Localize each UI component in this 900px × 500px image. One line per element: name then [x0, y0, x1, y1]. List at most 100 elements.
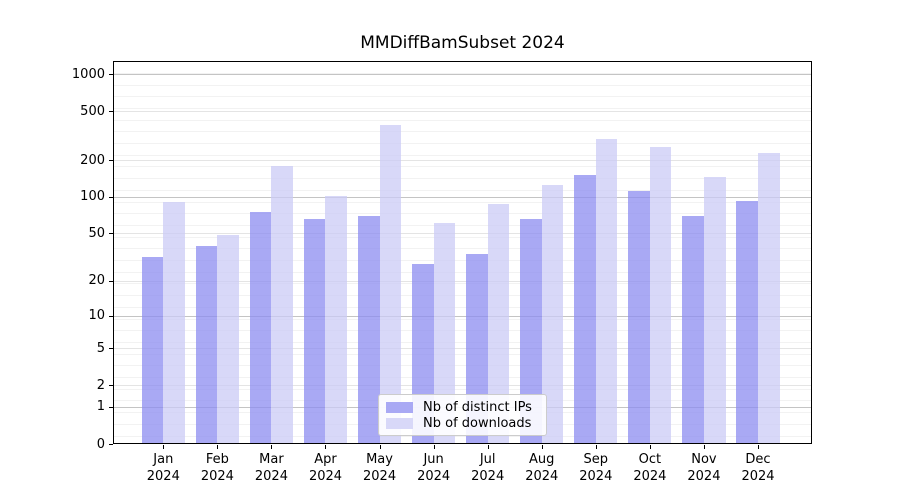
- bar-nb-of-distinct-ips-dec-2024: [736, 201, 758, 444]
- gridline-minor: [113, 271, 812, 273]
- legend-item: Nb of downloads: [386, 415, 538, 431]
- bar-nb-of-downloads-jul-2024: [487, 204, 510, 444]
- x-tick-mark: [379, 445, 381, 449]
- y-tick-label: 5: [96, 340, 105, 356]
- y-tick-mark: [109, 385, 113, 387]
- gridline-minor: [113, 306, 812, 308]
- gridline-minor: [113, 201, 812, 203]
- bar-nb-of-downloads-jun-2024: [433, 222, 456, 444]
- legend-swatch-nb-of-distinct-ips: [386, 401, 413, 413]
- gridline-minor: [113, 330, 812, 332]
- gridline-minor: [113, 84, 812, 86]
- x-tick-label: Dec 2024: [741, 452, 775, 484]
- bar-nb-of-distinct-ips-apr-2024: [303, 218, 326, 444]
- gridline-minor: [113, 236, 812, 238]
- bar-nb-of-distinct-ips-aug-2024: [520, 218, 542, 444]
- y-tick-label: 1000: [71, 66, 105, 82]
- y-tick-label: 0: [96, 436, 105, 452]
- gridline-labeled: [113, 348, 812, 350]
- x-tick-mark: [703, 445, 705, 449]
- bar-nb-of-downloads-nov-2024: [703, 176, 726, 444]
- legend-swatch-nb-of-downloads: [386, 417, 413, 429]
- gridline-major: [113, 315, 812, 317]
- x-tick-mark: [163, 445, 165, 449]
- y-tick-mark: [109, 315, 113, 317]
- y-tick-mark: [109, 406, 113, 408]
- gridline-minor: [113, 318, 812, 320]
- gridline-major: [113, 196, 812, 198]
- gridline-labeled: [113, 385, 812, 387]
- bar-nb-of-downloads-aug-2024: [541, 185, 564, 444]
- y-tick-label: 200: [80, 152, 105, 168]
- x-tick-label: Apr 2024: [308, 452, 343, 484]
- x-tick-label: Aug 2024: [525, 452, 559, 484]
- y-tick-mark: [109, 196, 113, 198]
- gridline-minor: [113, 178, 812, 180]
- y-tick-label: 20: [88, 273, 105, 289]
- bar-nb-of-downloads-dec-2024: [758, 153, 780, 444]
- bar-nb-of-distinct-ips-may-2024: [357, 215, 380, 444]
- x-tick-label: May 2024: [363, 452, 397, 484]
- legend-label: Nb of downloads: [423, 415, 532, 431]
- y-tick-label: 500: [80, 103, 105, 119]
- y-tick-label: 50: [88, 225, 105, 241]
- plot-area: [113, 61, 812, 444]
- y-tick-label: 2: [96, 377, 105, 393]
- x-tick-label: Oct 2024: [633, 452, 667, 484]
- bar-nb-of-downloads-mar-2024: [271, 165, 294, 444]
- bar-nb-of-distinct-ips-nov-2024: [682, 215, 704, 444]
- x-tick-mark: [758, 445, 759, 449]
- y-tick-mark: [109, 74, 113, 76]
- bar-nb-of-distinct-ips-mar-2024: [249, 212, 272, 444]
- bar-nb-of-downloads-jan-2024: [163, 201, 185, 444]
- x-tick-label: Mar 2024: [254, 452, 288, 484]
- bar-nb-of-downloads-oct-2024: [649, 146, 672, 444]
- bar-nb-of-distinct-ips-jan-2024: [141, 256, 164, 444]
- bar-nb-of-distinct-ips-feb-2024: [195, 246, 218, 444]
- x-tick-mark: [271, 445, 273, 449]
- gridline-minor: [113, 166, 812, 168]
- gridline-minor: [113, 119, 812, 121]
- gridline-minor: [113, 189, 812, 191]
- bar-nb-of-downloads-feb-2024: [217, 234, 239, 444]
- y-tick-mark: [109, 160, 113, 162]
- gridline-minor: [113, 154, 812, 156]
- y-tick-mark: [109, 348, 113, 350]
- gridline-minor: [113, 295, 812, 297]
- gridline-minor: [113, 260, 812, 261]
- bar-nb-of-downloads-may-2024: [379, 125, 402, 444]
- gridline-major: [113, 74, 812, 76]
- gridline-minor: [113, 131, 812, 133]
- x-tick-mark: [487, 445, 489, 449]
- x-tick-label: Jun 2024: [417, 452, 451, 484]
- y-tick-mark: [109, 233, 113, 235]
- y-tick-label: 10: [88, 308, 105, 324]
- chart-title: MMDiffBamSubset 2024: [360, 33, 565, 53]
- gridline-minor: [113, 365, 812, 367]
- gridline-minor: [113, 72, 812, 74]
- y-tick-mark: [109, 111, 113, 113]
- x-tick-mark: [325, 445, 327, 449]
- x-tick-label: Jul 2024: [471, 452, 505, 484]
- gridline-labeled: [113, 233, 812, 235]
- legend-label: Nb of distinct IPs: [423, 399, 532, 415]
- gridline-minor: [113, 96, 812, 98]
- gridline-minor: [113, 107, 812, 109]
- gridline-minor: [113, 143, 812, 144]
- x-tick-mark: [595, 445, 597, 449]
- x-tick-label: Nov 2024: [687, 452, 721, 484]
- bar-nb-of-distinct-ips-oct-2024: [628, 190, 650, 444]
- gridline-labeled: [113, 111, 812, 113]
- gridline-labeled: [113, 160, 812, 162]
- x-tick-label: Feb 2024: [200, 452, 234, 484]
- gridline-minor: [113, 341, 812, 343]
- gridline-minor: [113, 248, 812, 250]
- x-tick-mark: [649, 445, 651, 449]
- x-tick-label: Jan 2024: [146, 452, 180, 484]
- y-tick-mark: [109, 280, 113, 282]
- gridline-minor: [113, 377, 812, 378]
- y-tick-label: 100: [80, 189, 105, 205]
- x-tick-mark: [541, 445, 543, 449]
- gridline-labeled: [113, 280, 812, 282]
